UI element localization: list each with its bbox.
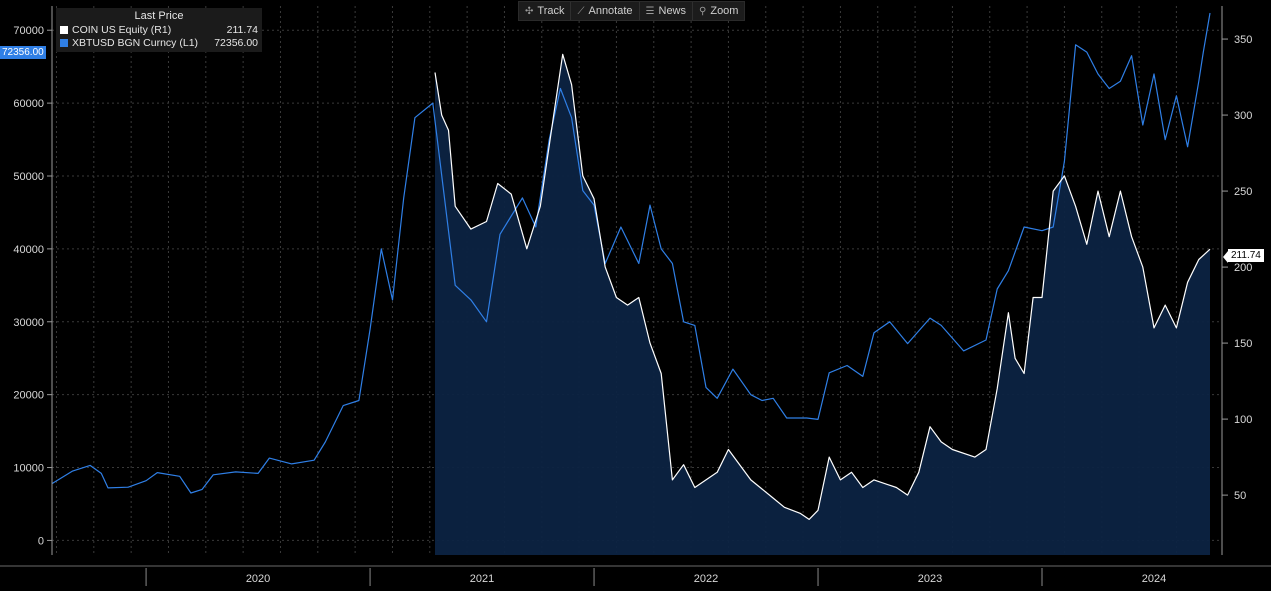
crosshair-icon: ✣ <box>525 5 534 17</box>
left-tick-label: 60000 <box>13 98 44 110</box>
grid <box>52 6 1222 555</box>
legend-name-coin: COIN US Equity (R1) <box>72 23 172 36</box>
legend-swatch-coin <box>60 25 68 34</box>
zoom-button[interactable]: ⚲ Zoom <box>692 2 744 20</box>
x-tick-label: 2021 <box>470 573 494 585</box>
track-label: Track <box>537 5 565 17</box>
left-axis-last-value-tag: 72356.00 <box>0 46 46 59</box>
tick-labels: 0 10000 20000 30000 40000 50000 60000 70000 50 10… <box>13 25 1252 585</box>
legend-row-xbt[interactable]: XBTUSD BGN Curncy (L1) 72356.00 <box>60 36 258 49</box>
right-axis-last-value-tag: 211.74 <box>1223 249 1264 263</box>
coin-area-fill <box>435 54 1210 556</box>
pencil-icon: ⟋ <box>577 5 585 17</box>
x-tick-label: 2020 <box>246 573 270 585</box>
news-button[interactable]: ☰ News <box>638 2 692 20</box>
right-tick-label: 250 <box>1234 186 1252 198</box>
magnifier-icon: ⚲ <box>699 5 707 17</box>
left-tick-label: 40000 <box>13 244 44 256</box>
legend-name-xbt: XBTUSD BGN Curncy (L1) <box>72 36 199 49</box>
zoom-label: Zoom <box>710 5 739 17</box>
legend: Last Price COIN US Equity (R1) 211.74 XB… <box>56 8 262 52</box>
series-area-1 <box>435 54 1210 556</box>
chart-toolbar: ✣ Track ⟋ Annotate ☰ News ⚲ Zoom <box>518 1 746 21</box>
x-tick-label: 2022 <box>694 573 718 585</box>
left-tick-label: 50000 <box>13 171 44 183</box>
track-button[interactable]: ✣ Track <box>519 2 570 20</box>
right-tick-label: 100 <box>1234 414 1252 426</box>
series-lines <box>51 12 1211 520</box>
series-line-coin <box>434 53 1211 520</box>
right-tick-label: 300 <box>1234 110 1252 122</box>
news-label: News <box>658 5 687 17</box>
news-icon: ☰ <box>645 5 655 17</box>
right-tick-label: 200 <box>1234 262 1252 274</box>
left-tick-label: 10000 <box>13 463 44 475</box>
legend-value-xbt: 72356.00 <box>214 36 258 49</box>
right-tick-label: 150 <box>1234 338 1252 350</box>
x-tick-label: 2024 <box>1142 573 1166 585</box>
legend-swatch-xbt <box>60 38 68 47</box>
right-tick-label: 350 <box>1234 34 1252 46</box>
legend-title: Last Price <box>134 10 184 22</box>
annotate-label: Annotate <box>588 5 633 17</box>
annotate-button[interactable]: ⟋ Annotate <box>570 2 638 20</box>
left-tick-label: 70000 <box>13 25 44 37</box>
axes <box>0 6 1271 586</box>
left-tick-label: 30000 <box>13 317 44 329</box>
right-tick-label: 50 <box>1234 490 1246 502</box>
legend-row-coin[interactable]: COIN US Equity (R1) 211.74 <box>60 23 258 36</box>
x-tick-label: 2023 <box>918 573 942 585</box>
legend-value-coin: 211.74 <box>226 23 258 36</box>
series-line-xbtusd <box>51 12 1211 494</box>
left-tick-label: 20000 <box>13 390 44 402</box>
left-tick-label: 0 <box>38 535 44 547</box>
